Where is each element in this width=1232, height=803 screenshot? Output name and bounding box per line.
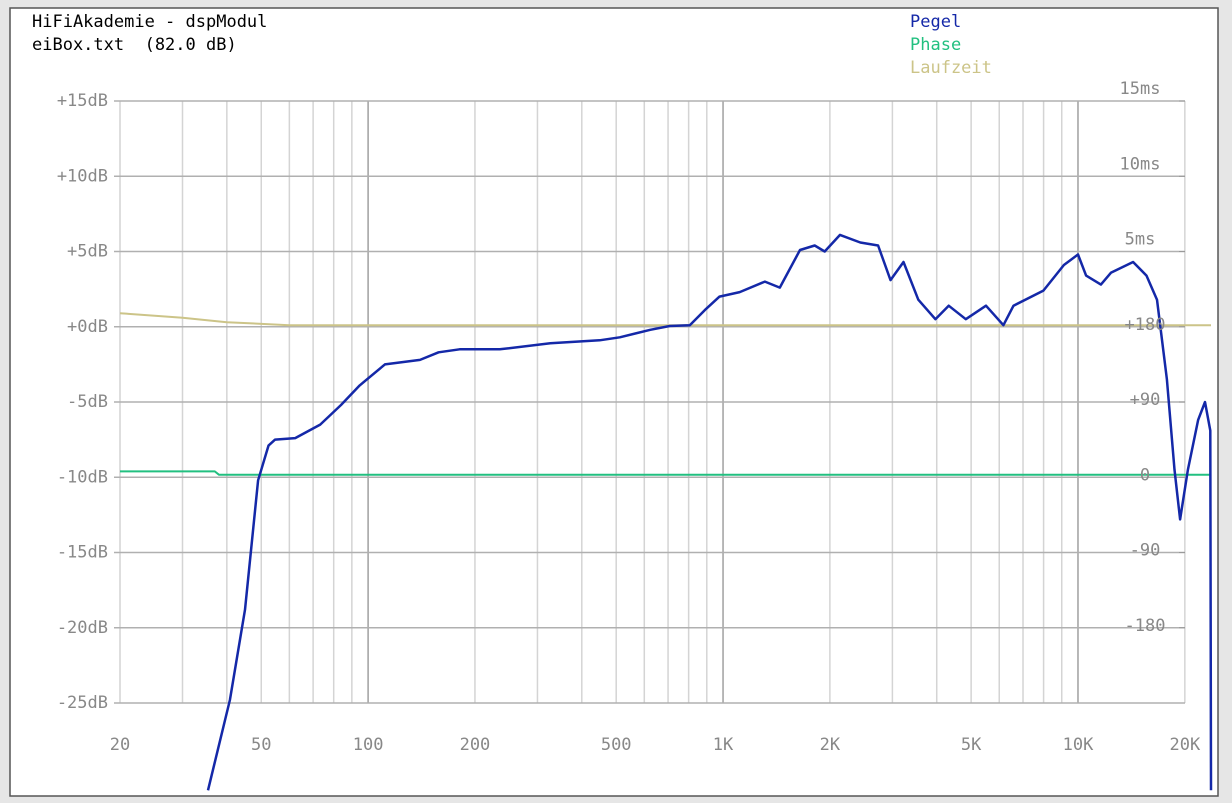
x-tick-label: 200 <box>460 735 491 755</box>
y3-tick-label: +90 <box>1130 390 1161 410</box>
x-tick-label: 2K <box>820 735 841 755</box>
chart-title: HiFiAkademie - dspModul <box>32 12 267 32</box>
y3-tick-label: -180 <box>1125 616 1166 636</box>
y-tick-label: -10dB <box>57 467 108 487</box>
y2-tick-label: 15ms <box>1120 79 1161 99</box>
y-tick-label: -25dB <box>57 693 108 713</box>
y3-tick-label: +180 <box>1125 315 1166 335</box>
legend-entry: Laufzeit <box>910 58 992 78</box>
y-tick-label: +15dB <box>57 91 108 111</box>
x-tick-label: 20 <box>110 735 130 755</box>
x-tick-label: 50 <box>251 735 271 755</box>
y-tick-label: -20dB <box>57 618 108 638</box>
series-line <box>206 233 1213 791</box>
series-line <box>119 312 1211 327</box>
y-tick-label: +0dB <box>67 317 108 337</box>
chart-subtitle: eiBox.txt (82.0 dB) <box>32 35 237 55</box>
legend-entry: Pegel <box>910 12 961 32</box>
series-line <box>120 470 1211 476</box>
x-tick-label: 500 <box>601 735 632 755</box>
x-tick-label: 20K <box>1169 735 1200 755</box>
x-tick-label: 5K <box>961 735 982 755</box>
grid <box>114 100 1186 704</box>
y2-tick-label: 10ms <box>1120 154 1161 174</box>
legend-entry: Phase <box>910 35 961 55</box>
y-tick-label: +10dB <box>57 166 108 186</box>
plot <box>119 233 1213 791</box>
y-tick-label: -5dB <box>67 392 108 412</box>
x-tick-label: 1K <box>713 735 734 755</box>
y3-tick-label: 0 <box>1140 465 1150 485</box>
y-tick-label: +5dB <box>67 242 108 262</box>
labels: 20 50 100 200 500 1K 2K 5K 10K 20K +15dB +10dB +5dB +… <box>57 12 1201 755</box>
x-tick-label: 10K <box>1063 735 1094 755</box>
y-tick-label: -15dB <box>57 543 108 563</box>
y3-tick-label: -90 <box>1130 541 1161 561</box>
y2-tick-label: 5ms <box>1125 230 1156 250</box>
x-tick-label: 100 <box>353 735 384 755</box>
